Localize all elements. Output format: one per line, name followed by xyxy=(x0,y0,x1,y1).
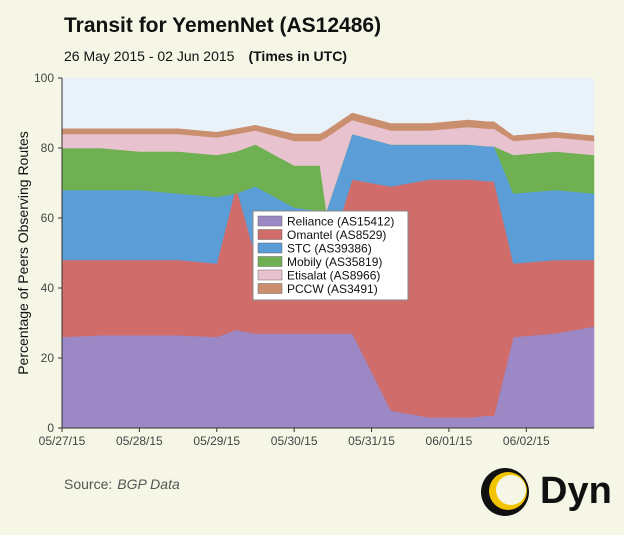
legend-label: Reliance (AS15412) xyxy=(287,215,394,229)
y-tick-label: 100 xyxy=(34,71,54,85)
y-tick-label: 60 xyxy=(41,211,55,225)
y-tick-label: 0 xyxy=(47,421,54,435)
x-tick-label: 06/01/15 xyxy=(426,434,473,448)
legend-label: STC (AS39386) xyxy=(287,242,372,256)
y-tick-label: 40 xyxy=(41,281,55,295)
source-line: Source: BGP Data xyxy=(64,476,180,492)
source-value: BGP Data xyxy=(117,476,180,492)
legend-label: Mobily (AS35819) xyxy=(287,255,382,269)
series-area-0 xyxy=(61,326,595,429)
x-tick-label: 05/30/15 xyxy=(271,434,318,448)
x-tick-label: 05/31/15 xyxy=(348,434,395,448)
legend-label: Etisalat (AS8966) xyxy=(287,269,380,283)
y-axis-label: Percentage of Peers Observing Routes xyxy=(15,131,31,375)
x-tick-label: 06/02/15 xyxy=(503,434,550,448)
x-tick-label: 05/29/15 xyxy=(193,434,240,448)
x-axis-ticks: 05/27/15 05/28/15 05/29/15 05/30/15 05/31/15… xyxy=(39,428,550,448)
y-axis-ticks: 0 20 40 60 80 100 xyxy=(34,71,62,435)
chart-subtitle: 26 May 2015 - 02 Jun 2015 (Times in UTC) xyxy=(64,48,347,64)
y-tick-label: 20 xyxy=(41,351,55,365)
legend-swatch xyxy=(257,229,283,240)
series-area-5 xyxy=(61,112,595,142)
legend-swatch xyxy=(257,269,283,281)
x-tick-label: 05/27/15 xyxy=(39,434,86,448)
legend-swatch xyxy=(257,242,283,254)
date-range: 26 May 2015 - 02 Jun 2015 xyxy=(64,48,235,64)
dyn-logo-text: Dyn xyxy=(540,470,612,512)
timezone-note: (Times in UTC) xyxy=(248,48,347,64)
x-tick-label: 05/28/15 xyxy=(116,434,163,448)
chart-title: Transit for YemenNet (AS12486) xyxy=(64,14,382,37)
dyn-logo-icon xyxy=(481,468,529,516)
legend-swatch xyxy=(257,283,283,294)
legend-label: PCCW (AS3491) xyxy=(287,282,378,296)
legend-swatch xyxy=(257,256,283,267)
legend-label: Omantel (AS8529) xyxy=(287,228,386,242)
legend: Reliance (AS15412)Omantel (AS8529)STC (A… xyxy=(252,210,409,301)
source-label: Source: xyxy=(64,476,113,492)
legend-swatch xyxy=(257,215,283,227)
y-tick-label: 80 xyxy=(41,141,55,155)
